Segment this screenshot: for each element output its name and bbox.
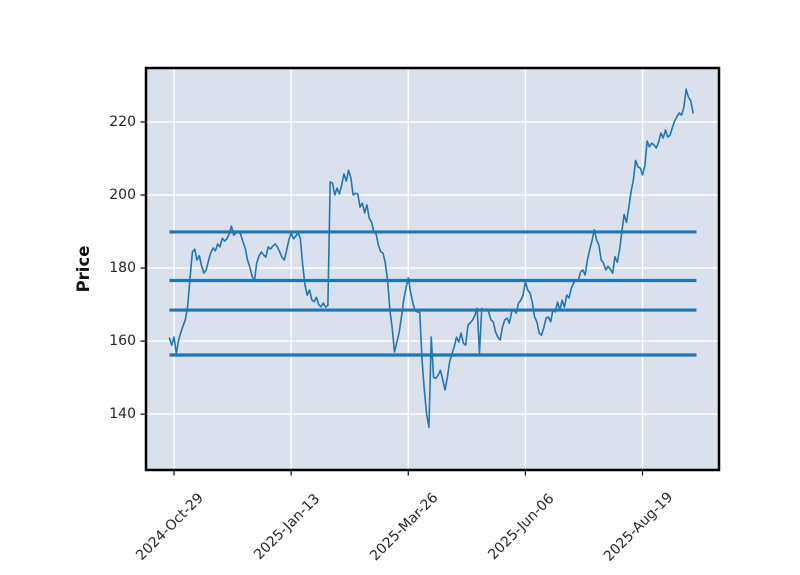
x-tick-label: 2025-Aug-19	[601, 489, 676, 564]
x-tick-label: 2025-Jan-13	[251, 491, 323, 563]
x-tick-label: 2025-Mar-26	[367, 490, 441, 564]
x-tick-label: 2025-Jun-06	[485, 491, 557, 563]
y-tick-label: 140	[109, 406, 136, 422]
plot-area	[146, 68, 719, 470]
chart-layers: 140 160 180 200 220 2024-Oct-29 2025-Jan-13 202…	[109, 66, 721, 565]
plot-border	[144, 66, 721, 472]
y-tick-label: 180	[109, 260, 136, 276]
x-tick-label: 2024-Oct-29	[133, 490, 207, 564]
y-axis-label: Price	[74, 246, 93, 293]
y-tick-label: 200	[109, 187, 136, 203]
price-line	[168, 88, 694, 429]
y-tick-label: 220	[109, 114, 136, 130]
y-tick-label: 160	[109, 333, 136, 349]
